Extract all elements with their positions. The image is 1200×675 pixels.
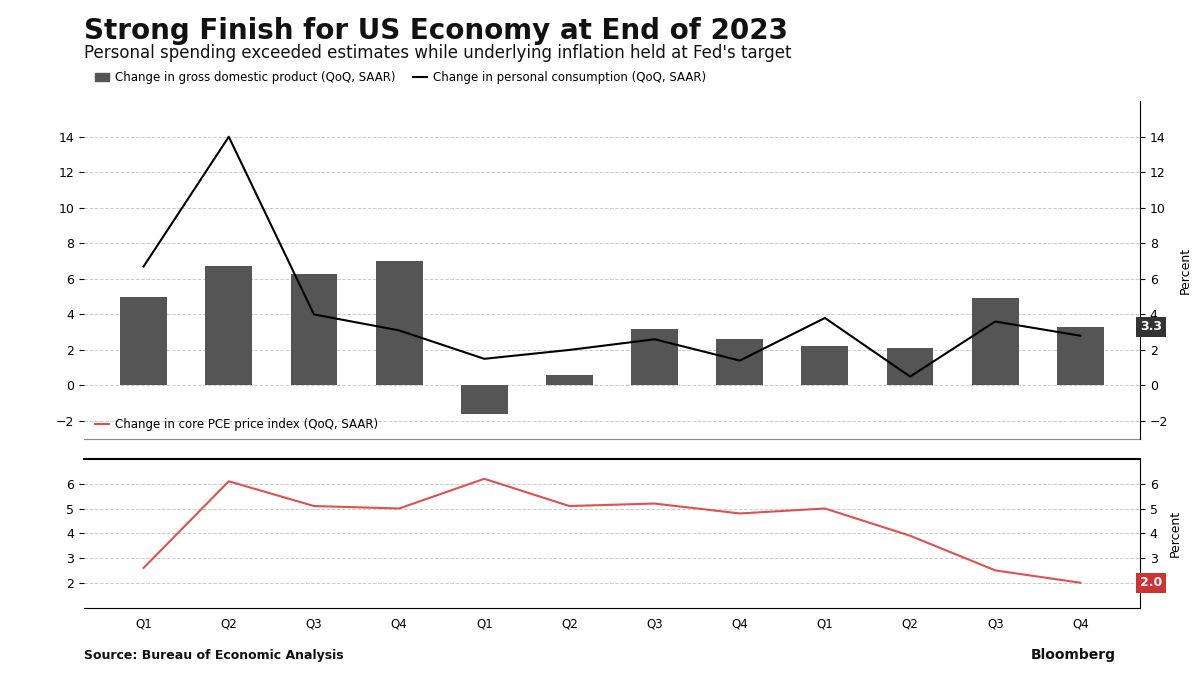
Bar <box>716 340 763 385</box>
Bar <box>120 296 167 385</box>
Y-axis label: Percent: Percent <box>1180 246 1193 294</box>
Y-axis label: Percent: Percent <box>1169 510 1182 557</box>
Bar <box>205 267 252 385</box>
Bar <box>290 273 337 385</box>
Text: Source: Bureau of Economic Analysis: Source: Bureau of Economic Analysis <box>84 649 343 662</box>
Bar <box>802 346 848 385</box>
Bar <box>461 385 508 414</box>
Bar <box>972 298 1019 385</box>
Text: Strong Finish for US Economy at End of 2023: Strong Finish for US Economy at End of 2… <box>84 17 788 45</box>
Legend: Change in gross domestic product (QoQ, SAAR), Change in personal consumption (Qo: Change in gross domestic product (QoQ, S… <box>90 67 710 89</box>
Text: 3.3: 3.3 <box>1140 321 1162 333</box>
Bar <box>1057 327 1104 385</box>
Text: Bloomberg: Bloomberg <box>1031 647 1116 662</box>
Bar <box>376 261 422 385</box>
Bar <box>631 329 678 385</box>
Text: Personal spending exceeded estimates while underlying inflation held at Fed's ta: Personal spending exceeded estimates whi… <box>84 44 792 62</box>
Bar <box>887 348 934 385</box>
Text: 2.0: 2.0 <box>1140 576 1163 589</box>
Legend: Change in core PCE price index (QoQ, SAAR): Change in core PCE price index (QoQ, SAA… <box>90 413 383 435</box>
Bar <box>546 375 593 385</box>
